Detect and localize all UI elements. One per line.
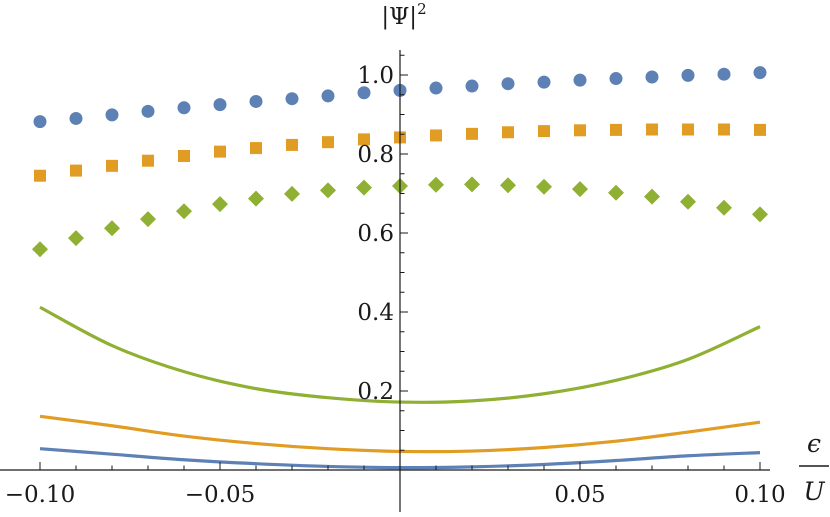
circle-point xyxy=(429,81,443,95)
square-point xyxy=(610,123,622,136)
square-point xyxy=(250,142,262,155)
circle-point xyxy=(357,86,371,100)
y-axis-title: |Ψ|2 xyxy=(381,0,426,30)
y-tick-label: 1.0 xyxy=(357,63,394,89)
diamond-point xyxy=(176,203,192,220)
circle-point xyxy=(249,94,263,108)
square-point xyxy=(34,169,46,182)
square-point xyxy=(754,123,766,136)
square-point xyxy=(214,145,226,158)
x-tick-label: 0.05 xyxy=(554,482,605,508)
x-axis-title-numerator: ϵ xyxy=(807,429,821,458)
y-tick-label: 0.2 xyxy=(357,379,394,405)
circle-point xyxy=(213,98,227,112)
circle-point xyxy=(609,72,623,86)
diamond-point xyxy=(320,182,336,199)
circle-point xyxy=(753,66,767,80)
y-tick-label: 0.4 xyxy=(357,300,394,326)
circle-point xyxy=(105,108,119,122)
diamond-point xyxy=(752,206,768,223)
square-point xyxy=(430,129,442,142)
diamond-point xyxy=(140,211,156,228)
circle-point xyxy=(33,115,47,129)
circle-point xyxy=(321,89,335,103)
y-axis-title-base: |Ψ| xyxy=(381,4,417,30)
x-tick-label: −0.05 xyxy=(185,482,255,508)
y-tick-label: 0.6 xyxy=(357,221,394,247)
tick-labels: −0.10 −0.05 0.05 0.10 0.2 0.4 0.6 0.8 1.0 xyxy=(5,63,786,508)
diamond-point xyxy=(68,230,84,247)
square-point xyxy=(538,125,550,138)
diamond-point xyxy=(32,241,48,258)
diamond-point xyxy=(716,199,732,216)
circle-point xyxy=(717,67,731,81)
diamond-point xyxy=(284,185,300,202)
marker-layer xyxy=(32,66,768,258)
x-tick-label: −0.10 xyxy=(5,482,75,508)
diamond-point xyxy=(500,177,516,194)
diamond-point xyxy=(464,176,480,193)
diamond-point xyxy=(356,179,372,196)
square-point xyxy=(142,154,154,167)
circle-point xyxy=(681,68,695,82)
circle-point xyxy=(645,70,659,84)
diamond-point xyxy=(536,178,552,195)
square-point xyxy=(358,133,370,146)
diamond-point xyxy=(680,193,696,210)
square-point xyxy=(718,123,730,136)
diamond-point xyxy=(248,190,264,207)
circle-point xyxy=(573,73,587,87)
circle-point xyxy=(501,77,515,91)
diamond-point xyxy=(572,181,588,198)
circle-point xyxy=(177,101,191,115)
circle-point xyxy=(141,104,155,118)
x-tick-label: 0.10 xyxy=(734,482,785,508)
square-point xyxy=(322,136,334,149)
square-point xyxy=(682,123,694,136)
diamond-point xyxy=(608,184,624,201)
circle-point xyxy=(465,79,479,93)
y-tick-label: 0.8 xyxy=(357,142,394,168)
square-point xyxy=(502,126,514,139)
circle-point xyxy=(285,92,299,106)
circle-point xyxy=(69,111,83,125)
square-point xyxy=(466,127,478,140)
x-axis-title-denominator: U xyxy=(803,477,825,506)
square-point xyxy=(106,159,118,172)
y-axis-title-exponent: 2 xyxy=(417,0,427,18)
diamond-point xyxy=(428,176,444,193)
square-point xyxy=(70,164,82,177)
square-point xyxy=(286,138,298,151)
diamond-point xyxy=(644,188,660,205)
square-point xyxy=(178,149,190,162)
diamond-point xyxy=(104,220,120,237)
circle-point xyxy=(537,75,551,89)
square-point xyxy=(574,124,586,137)
square-point xyxy=(646,123,658,136)
diamond-point xyxy=(212,196,228,213)
axes xyxy=(0,50,770,512)
